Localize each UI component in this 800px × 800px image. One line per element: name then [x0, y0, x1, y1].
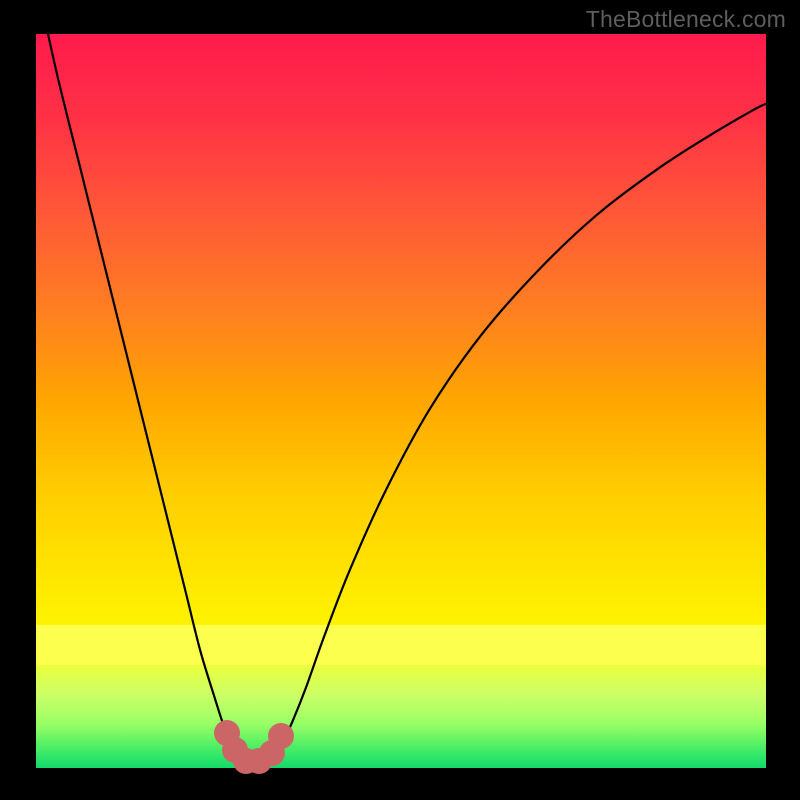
- curve-path: [43, 34, 766, 766]
- watermark-text: TheBottleneck.com: [586, 6, 786, 33]
- bottleneck-curve: [36, 34, 766, 768]
- plot-area: [36, 34, 766, 768]
- chart-container: TheBottleneck.com: [0, 0, 800, 800]
- marker-point: [268, 723, 294, 749]
